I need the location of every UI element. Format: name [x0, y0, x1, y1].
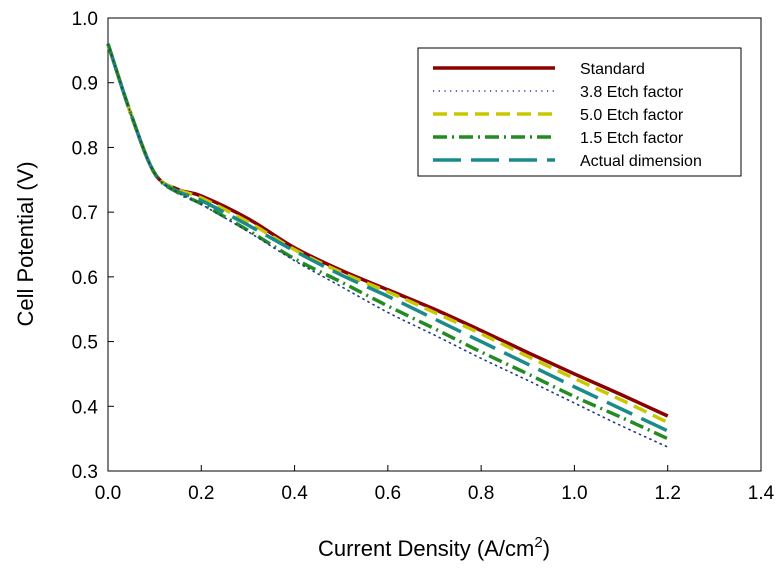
x-tick-label: 0.4	[281, 483, 308, 504]
legend-label-1: 3.8 Etch factor	[580, 84, 684, 101]
x-axis-label-main: Current Density (A/cm	[318, 536, 534, 561]
series-line-4	[106, 43, 669, 433]
legend-label-0: Standard	[580, 61, 645, 78]
x-axis-ticks: 0.0 0.2 0.4 0.6 0.8 1.0 1.2 1.4	[95, 465, 775, 504]
y-tick-label: 0.6	[72, 268, 98, 289]
y-axis-label: Cell Potential (V)	[13, 161, 38, 326]
y-tick-label: 0.8	[72, 138, 98, 159]
series-line-3	[106, 43, 669, 441]
x-axis-label: Current Density (A/cm2)	[318, 534, 550, 561]
x-tick-label: 1.2	[655, 483, 681, 504]
x-tick-label: 0.8	[468, 483, 494, 504]
legend-label-4: Actual dimension	[580, 153, 702, 170]
series-line-2	[106, 43, 669, 425]
legend: Standard 3.8 Etch factor 5.0 Etch factor 1.…	[417, 47, 742, 177]
y-tick-label: 0.4	[72, 397, 99, 418]
x-tick-label: 1.0	[561, 483, 587, 504]
y-tick-label: 0.3	[72, 462, 98, 483]
x-tick-label: 0.6	[375, 483, 401, 504]
legend-label-3: 1.5 Etch factor	[580, 130, 684, 147]
y-tick-label: 0.7	[72, 203, 98, 224]
legend-label-2: 5.0 Etch factor	[580, 107, 684, 124]
x-axis-label-superscript: 2	[534, 534, 542, 551]
series-line-0	[106, 43, 669, 418]
plot-frame	[107, 17, 762, 472]
x-axis-label-end: )	[543, 536, 550, 561]
x-tick-label: 0.2	[188, 483, 214, 504]
series-lines	[106, 43, 669, 448]
y-axis-ticks: 0.3 0.4 0.5 0.6 0.7 0.8 0.9 1.0	[72, 9, 114, 483]
x-tick-label: 1.4	[748, 483, 775, 504]
y-tick-label: 0.9	[72, 74, 98, 95]
y-tick-label: 1.0	[72, 9, 98, 30]
x-tick-label: 0.0	[95, 483, 121, 504]
plot-area: 0.3 0.4 0.5 0.6 0.7 0.8 0.9 1.0 0.0 0.2 0.4 0.6 0.8…	[72, 9, 775, 504]
y-tick-label: 0.5	[72, 333, 98, 354]
